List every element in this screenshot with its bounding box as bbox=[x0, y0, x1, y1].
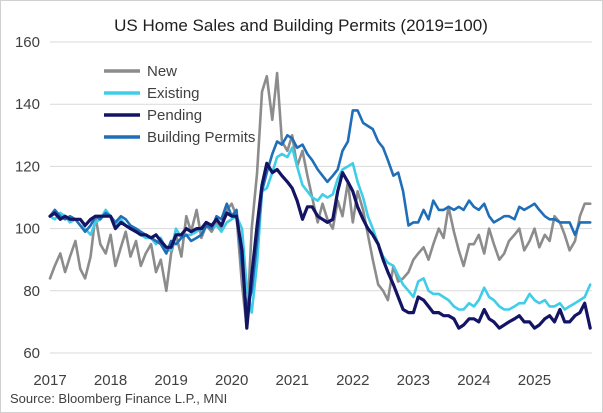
x-tick-label: 2024 bbox=[457, 372, 490, 389]
legend-label: New bbox=[147, 63, 177, 80]
grid bbox=[50, 41, 592, 354]
series-lines bbox=[48, 71, 592, 330]
legend-label: Pending bbox=[147, 107, 202, 124]
x-tick-label: 2017 bbox=[33, 372, 66, 389]
x-tick-label: 2021 bbox=[276, 372, 309, 389]
series-line-building-permits bbox=[48, 109, 592, 311]
legend: New Existing Pending Building Permits bbox=[104, 63, 255, 146]
series-line-pending bbox=[48, 161, 592, 330]
y-axis: 60 80 100 120 140 160 bbox=[15, 34, 40, 362]
y-tick-label: 160 bbox=[15, 34, 40, 51]
y-tick-label: 120 bbox=[15, 158, 40, 175]
y-tick-label: 60 bbox=[23, 345, 40, 362]
x-tick-label: 2022 bbox=[336, 372, 369, 389]
legend-label: Existing bbox=[147, 85, 200, 102]
series-line-new bbox=[48, 71, 592, 330]
x-tick-label: 2019 bbox=[154, 372, 187, 389]
legend-label: Building Permits bbox=[147, 129, 255, 146]
x-tick-label: 2020 bbox=[215, 372, 248, 389]
x-tick-label: 2025 bbox=[518, 372, 551, 389]
x-tick-label: 2023 bbox=[397, 372, 430, 389]
x-tick-label: 2018 bbox=[94, 372, 127, 389]
y-tick-label: 80 bbox=[23, 283, 40, 300]
source-note: Source: Bloomberg Finance L.P., MNI bbox=[10, 391, 227, 406]
y-tick-label: 100 bbox=[15, 221, 40, 238]
chart-title: US Home Sales and Building Permits (2019… bbox=[114, 16, 488, 35]
x-axis: 2017 2018 2019 2020 2021 2022 2023 2024 2025 bbox=[33, 372, 551, 389]
y-tick-label: 140 bbox=[15, 96, 40, 113]
